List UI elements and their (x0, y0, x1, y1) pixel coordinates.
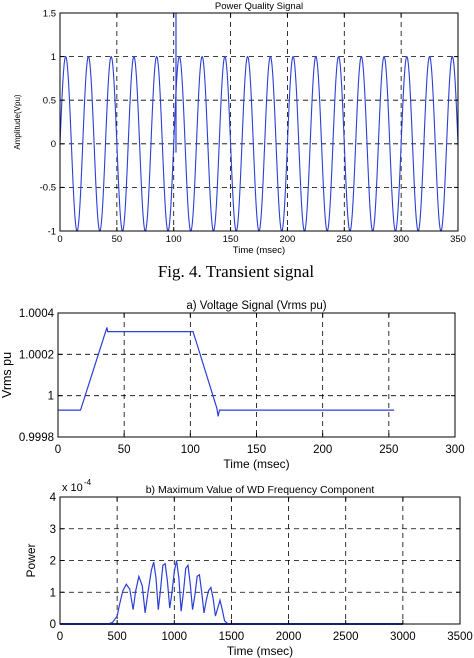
x-tick-label: 300 (393, 234, 409, 245)
power-quality-signal-chart: 0 50 100 150 200 250 300 350 -1 -0.5 0 0.5 1 1.5 Power… (13, 1, 466, 256)
x-tick-label: 1500 (219, 631, 245, 643)
y-tick-label: 1.0002 (19, 349, 54, 361)
x-tick-label: 50 (112, 234, 123, 245)
wd-frequency-component-chart: 0 500 1000 1500 2000 2500 3000 3500 0 1 2 3 4 b) Maxi… (24, 478, 473, 658)
scale-factor-exponent: -4 (84, 478, 92, 487)
y-tick-label: 2 (50, 556, 56, 568)
y-tick-label: 3 (50, 524, 56, 536)
y-tick-label: 1.0004 (19, 308, 55, 320)
x-tick-label: 150 (223, 234, 239, 245)
x-tick-label: 250 (379, 444, 398, 456)
series-line (58, 327, 395, 417)
y-tick-label: 0 (50, 619, 56, 631)
x-tick-label: 50 (118, 444, 131, 456)
x-tick-label: 350 (450, 234, 466, 245)
y-tick-label: 1 (50, 587, 56, 599)
x-axis-label: Time (msec) (223, 457, 289, 471)
voltage-signal-chart: 0 50 100 150 200 250 300 0.9998 1 1.0002 1.0004 a) … (0, 300, 465, 471)
chart-title: a) Voltage Signal (Vrms pu) (186, 300, 326, 312)
x-tick-label: 200 (313, 444, 332, 456)
scale-factor-label: x 10 (62, 482, 83, 494)
figure-caption: Fig. 4. Transient signal (158, 262, 315, 281)
x-tick-label: 2000 (276, 631, 302, 643)
x-tick-label: 100 (181, 444, 200, 456)
x-axis-label: Time (msec) (227, 644, 293, 658)
x-tick-label: 150 (247, 444, 266, 456)
x-tick-label: 2500 (333, 631, 359, 643)
y-axis-label: Power (24, 543, 38, 577)
x-tick-label: 0 (57, 631, 63, 643)
x-tick-label: 3500 (447, 631, 473, 643)
x-tick-label: 200 (279, 234, 295, 245)
y-tick-label: 0 (51, 139, 56, 150)
chart-title: Power Quality Signal (215, 1, 303, 12)
y-tick-label: -1 (48, 226, 56, 237)
y-tick-label: 0.5 (43, 96, 56, 107)
y-axis-label: Vrms pu (0, 352, 14, 398)
y-tick-label: 1.5 (43, 8, 56, 19)
y-tick-label: 0.9998 (19, 432, 54, 444)
x-tick-label: 500 (108, 631, 127, 643)
x-tick-label: 100 (166, 234, 182, 245)
chart-title: b) Maximum Value of WD Frequency Compone… (146, 484, 375, 496)
axes-frame (59, 12, 459, 232)
y-tick-label: 4 (50, 492, 57, 504)
x-tick-label: 0 (55, 444, 61, 456)
x-axis-label: Time (msec) (233, 245, 285, 256)
y-axis-label: Amplitude(Vpu) (13, 94, 22, 149)
y-tick-label: 1 (48, 391, 54, 403)
x-tick-label: 250 (336, 234, 352, 245)
series-line (60, 560, 403, 625)
x-tick-label: 3000 (390, 631, 416, 643)
y-tick-label: -0.5 (40, 183, 56, 194)
x-tick-label: 0 (57, 234, 62, 245)
x-tick-label: 1000 (161, 631, 187, 643)
y-tick-label: 1 (51, 52, 56, 63)
x-tick-label: 300 (445, 444, 464, 456)
